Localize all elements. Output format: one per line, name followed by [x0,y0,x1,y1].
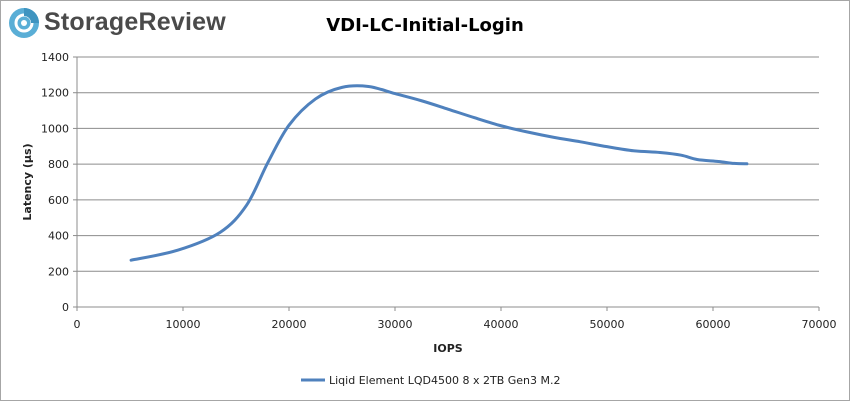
y-tick-label: 1200 [41,87,69,100]
x-tick-label: 10000 [166,318,201,331]
x-axis-title: IOPS [433,342,463,355]
storagereview-disc-icon [9,8,39,38]
chart-title: VDI-LC-Initial-Login [326,15,524,36]
y-tick-label: 1400 [41,51,69,64]
y-tick-label: 1000 [41,122,69,135]
y-tick-label: 400 [48,230,69,243]
y-axis-title: Latency (µs) [21,143,34,220]
x-tick-label: 20000 [272,318,307,331]
x-tick-label: 50000 [590,318,625,331]
series-line [129,84,749,262]
x-tick-label: 30000 [378,318,413,331]
y-tick-label: 0 [62,301,69,314]
x-tick-label: 70000 [802,318,837,331]
x-tick-label: 40000 [484,318,519,331]
x-tick-label: 0 [74,318,81,331]
brand-name: StorageReview [44,8,226,36]
storagereview-logo: StorageReview [7,4,226,40]
x-tick-label: 60000 [696,318,731,331]
legend-label: Liqid Element LQD4500 8 x 2TB Gen3 M.2 [329,374,561,387]
y-tick-label: 200 [48,265,69,278]
y-tick-label: 600 [48,194,69,207]
y-tick-label: 800 [48,158,69,171]
